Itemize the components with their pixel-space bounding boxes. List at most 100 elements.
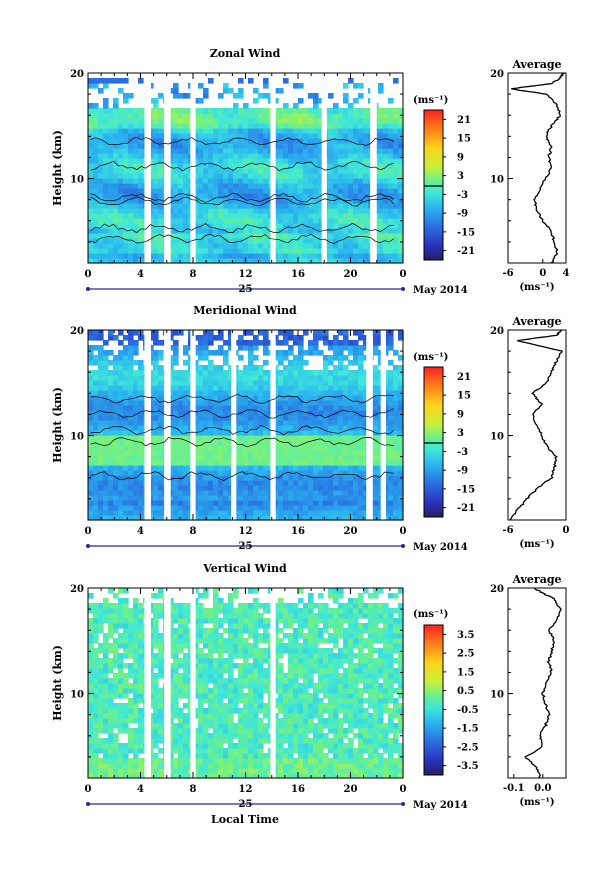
heatmap-cell (98, 505, 104, 511)
heatmap-cell (153, 440, 159, 446)
heatmap-cell (93, 678, 99, 684)
heatmap-cell (238, 345, 244, 351)
heatmap-cell (128, 623, 134, 629)
heatmap-cell (123, 663, 129, 669)
heatmap-cell (118, 360, 124, 366)
heatmap-cell (273, 173, 279, 179)
heatmap-cell (103, 688, 109, 694)
heatmap-cell (153, 108, 159, 114)
heatmap-cell (93, 218, 99, 224)
heatmap-cell (338, 385, 344, 391)
heatmap-cell (243, 465, 249, 471)
heatmap-cell (138, 738, 144, 744)
heatmap-cell (93, 178, 99, 184)
heatmap-cell (98, 415, 104, 421)
heatmap-cell (193, 98, 199, 104)
heatmap-cell (283, 158, 289, 164)
heatmap-cell (288, 203, 294, 209)
heatmap-cell (93, 138, 99, 144)
heatmap-cell (198, 158, 204, 164)
heatmap-cell (123, 213, 129, 219)
heatmap-cell (183, 450, 189, 456)
heatmap-cell (133, 330, 139, 336)
heatmap-cell (118, 588, 124, 594)
heatmap-cell (248, 400, 254, 406)
heatmap-cell (168, 218, 174, 224)
heatmap-cell (118, 128, 124, 134)
colorbar-tick-label: 15 (457, 134, 471, 145)
heatmap-cell (178, 173, 184, 179)
heatmap-cell (173, 238, 179, 244)
heatmap-cell (348, 440, 354, 446)
heatmap-cell (348, 350, 354, 356)
heatmap-cell (308, 193, 314, 199)
heatmap-cell (258, 340, 264, 346)
heatmap-cell (283, 153, 289, 159)
heatmap-cell (298, 233, 304, 239)
heatmap-cell (153, 698, 159, 704)
heatmap-cell (208, 365, 214, 371)
heatmap-cell (388, 258, 394, 264)
avg-x-tick-label: 0 (539, 268, 546, 279)
heatmap-cell (308, 203, 314, 209)
heatmap-cell (113, 713, 119, 719)
heatmap-cell (398, 108, 404, 114)
heatmap-cell (283, 350, 289, 356)
heatmap-cell (253, 248, 259, 254)
heatmap-cell (323, 400, 329, 406)
heatmap-cell (123, 93, 129, 99)
heatmap-cell (113, 758, 119, 764)
heatmap-cell (398, 113, 404, 119)
heatmap-cell (218, 158, 224, 164)
heatmap-cell (228, 158, 234, 164)
heatmap-cell (298, 228, 304, 234)
heatmap-cell (178, 510, 184, 516)
heatmap-cell (138, 243, 144, 249)
heatmap-cell (208, 198, 214, 204)
heatmap-cell (273, 495, 279, 501)
heatmap-cell (278, 425, 284, 431)
heatmap-cell (238, 178, 244, 184)
heatmap-cell (388, 108, 394, 114)
heatmap-cell (193, 118, 199, 124)
heatmap-cell (253, 178, 259, 184)
heatmap-cell (283, 515, 289, 521)
heatmap-cell (103, 98, 109, 104)
heatmap-cell (303, 360, 309, 366)
heatmap-cell (333, 365, 339, 371)
heatmap-cell (213, 400, 219, 406)
heatmap-cell (203, 490, 209, 496)
heatmap-cell (168, 88, 174, 94)
heatmap-cell (123, 598, 129, 604)
heatmap-cell (113, 243, 119, 249)
heatmap-cell (138, 708, 144, 714)
heatmap-cell (328, 345, 334, 351)
heatmap-cell (383, 248, 389, 254)
heatmap-cell (333, 375, 339, 381)
heatmap-cell (173, 480, 179, 486)
x-tick-label: 20 (344, 526, 358, 537)
heatmap-cell (258, 515, 264, 521)
heatmap-cell (158, 515, 164, 521)
heatmap-cell (198, 495, 204, 501)
heatmap-cell (343, 390, 349, 396)
heatmap-cell (138, 400, 144, 406)
heatmap-cell (178, 330, 184, 336)
heatmap-cell (303, 385, 309, 391)
heatmap-cell (283, 108, 289, 114)
heatmap-cell (278, 450, 284, 456)
heatmap-cell (198, 248, 204, 254)
heatmap-cell (353, 178, 359, 184)
heatmap-cell (353, 238, 359, 244)
heatmap-cell (363, 420, 369, 426)
heatmap-cell (363, 153, 369, 159)
heatmap-cell (388, 420, 394, 426)
heatmap-cell (258, 198, 264, 204)
heatmap-cell (308, 480, 314, 486)
heatmap-cell (228, 203, 234, 209)
heatmap-cell (393, 208, 399, 214)
heatmap-cell (98, 78, 104, 84)
heatmap-cell (208, 490, 214, 496)
heatmap-cell (203, 350, 209, 356)
heatmap-cell (388, 248, 394, 254)
